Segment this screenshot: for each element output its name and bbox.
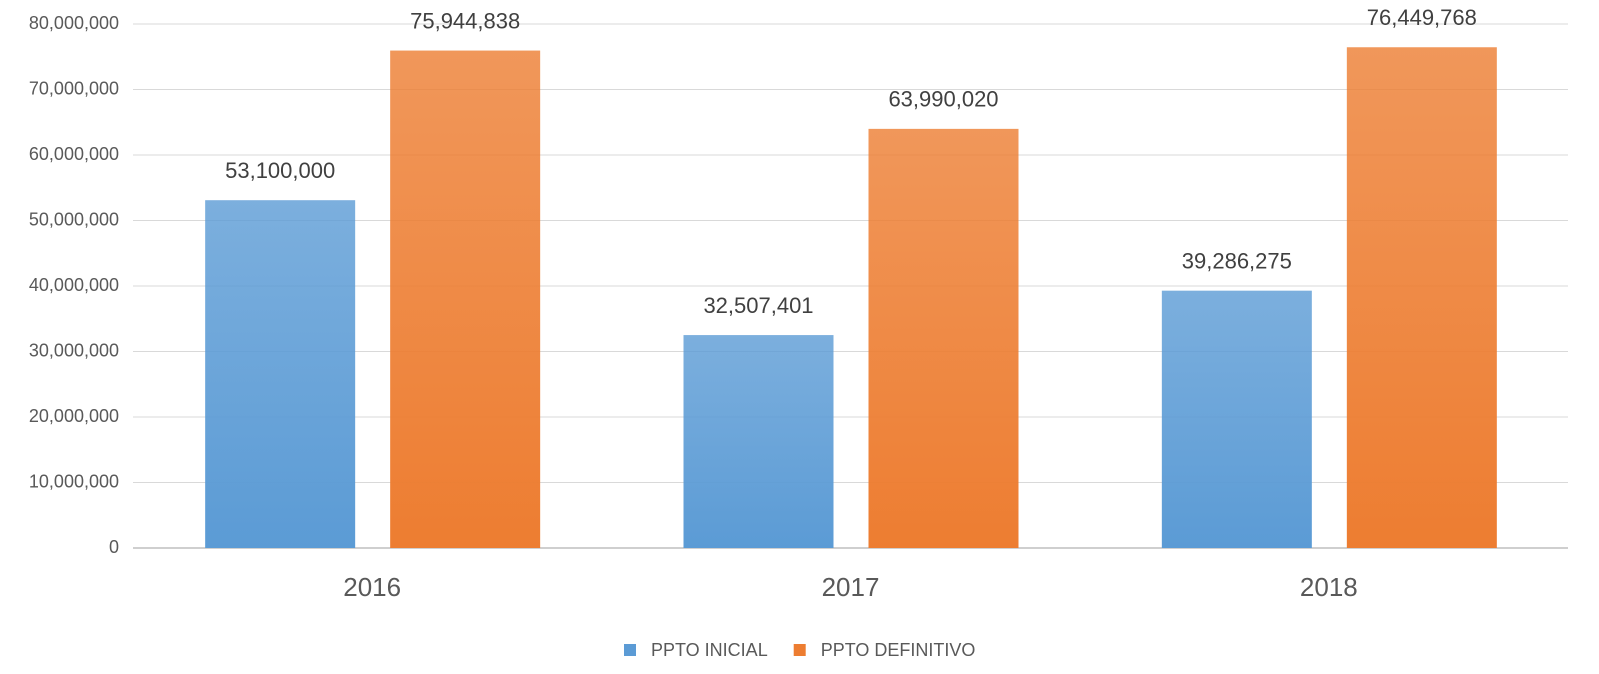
data-label: 32,507,401 bbox=[703, 293, 813, 318]
bar bbox=[1346, 47, 1497, 548]
data-label: 63,990,020 bbox=[888, 87, 998, 112]
data-label: 76,449,768 bbox=[1367, 5, 1477, 30]
bar bbox=[1161, 290, 1312, 548]
legend-label: PPTO INICIAL bbox=[651, 640, 768, 660]
y-tick-label: 30,000,000 bbox=[29, 340, 119, 360]
data-label: 53,100,000 bbox=[225, 158, 335, 183]
y-tick-label: 50,000,000 bbox=[29, 209, 119, 229]
bar bbox=[683, 335, 834, 548]
bar bbox=[868, 128, 1019, 549]
legend-label: PPTO DEFINITIVO bbox=[821, 640, 976, 660]
data-label: 39,286,275 bbox=[1182, 248, 1292, 273]
y-tick-label: 10,000,000 bbox=[29, 471, 119, 491]
bar bbox=[205, 200, 356, 548]
legend-swatch bbox=[624, 644, 636, 656]
x-tick-label: 2018 bbox=[1300, 572, 1358, 602]
data-label: 75,944,838 bbox=[410, 8, 520, 33]
legend-swatch bbox=[793, 644, 806, 656]
y-tick-label: 40,000,000 bbox=[29, 275, 119, 295]
y-tick-label: 0 bbox=[109, 537, 119, 557]
bar bbox=[390, 50, 541, 548]
y-tick-label: 20,000,000 bbox=[29, 406, 119, 426]
y-tick-label: 80,000,000 bbox=[29, 13, 119, 33]
y-tick-label: 60,000,000 bbox=[29, 144, 119, 164]
x-tick-label: 2016 bbox=[343, 572, 401, 602]
y-tick-label: 70,000,000 bbox=[29, 78, 119, 98]
x-tick-label: 2017 bbox=[822, 572, 880, 602]
